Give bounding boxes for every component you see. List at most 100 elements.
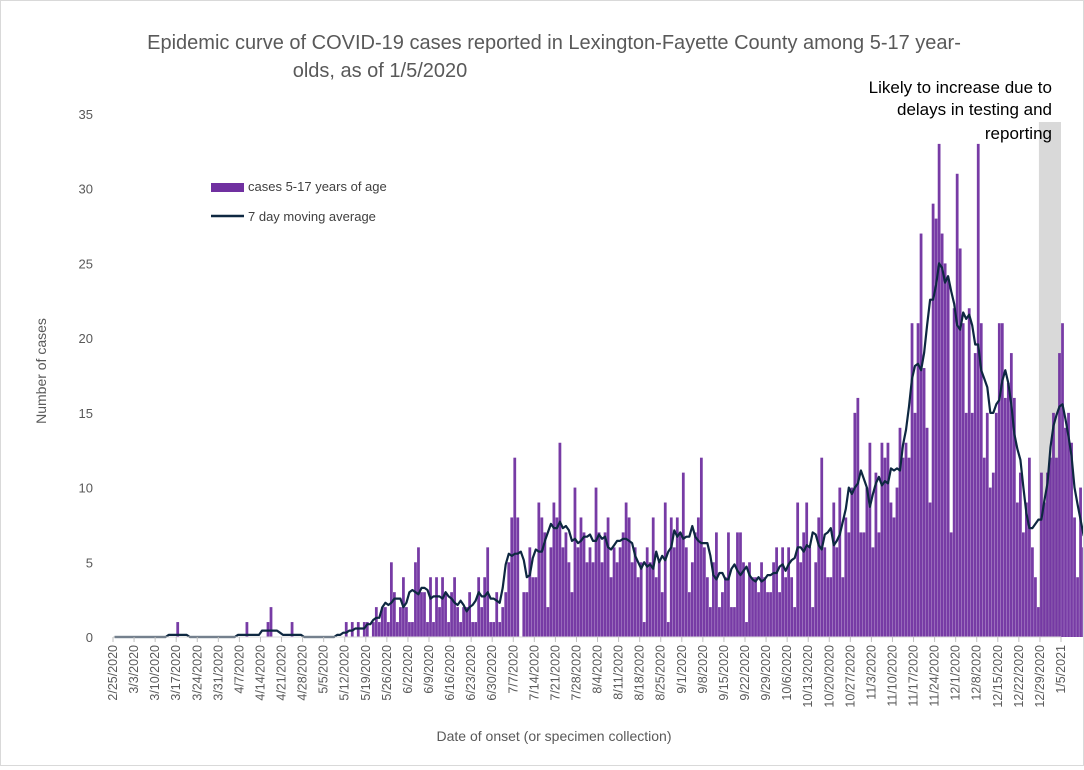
x-tick-label: 7/7/2020 bbox=[506, 645, 520, 694]
case-bar bbox=[991, 472, 995, 637]
case-bar bbox=[471, 622, 475, 637]
x-tick-label: 2/25/2020 bbox=[106, 645, 120, 701]
case-bar bbox=[609, 577, 613, 637]
case-bar bbox=[435, 577, 438, 637]
x-tick-label: 4/21/2020 bbox=[275, 645, 289, 701]
case-bar bbox=[492, 622, 496, 637]
x-tick-label: 8/18/2020 bbox=[633, 645, 647, 701]
case-bar bbox=[537, 502, 541, 637]
case-bar bbox=[555, 517, 559, 637]
x-tick-label: 6/9/2020 bbox=[422, 645, 436, 694]
case-bar bbox=[606, 517, 610, 637]
y-tick-label: 10 bbox=[79, 481, 93, 496]
case-bar bbox=[796, 502, 800, 637]
case-bar bbox=[1009, 353, 1013, 637]
case-bar bbox=[567, 562, 571, 637]
case-bar bbox=[468, 592, 472, 637]
moving-average-line bbox=[114, 262, 1084, 639]
case-bar bbox=[760, 562, 763, 637]
y-axis-label: Number of cases bbox=[33, 318, 49, 424]
x-tick-label: 11/3/2020 bbox=[864, 645, 878, 700]
case-bar bbox=[1021, 532, 1025, 637]
case-bar bbox=[684, 547, 688, 637]
case-bar bbox=[678, 532, 682, 637]
case-bar bbox=[802, 532, 806, 637]
case-bar bbox=[1025, 502, 1028, 637]
case-bar bbox=[507, 562, 511, 637]
case-bar bbox=[835, 547, 839, 637]
case-bar bbox=[411, 622, 414, 637]
case-bar bbox=[1037, 607, 1040, 637]
case-bar bbox=[420, 592, 423, 637]
x-tick-label: 7/14/2020 bbox=[527, 645, 541, 701]
legend-line-label: 7 day moving average bbox=[248, 209, 376, 224]
case-bar bbox=[1003, 397, 1007, 637]
case-bar bbox=[931, 203, 935, 637]
case-bar bbox=[393, 592, 396, 637]
case-bar bbox=[877, 532, 881, 637]
x-tick-label: 11/17/2020 bbox=[907, 645, 921, 707]
case-bar bbox=[844, 517, 848, 637]
case-bar bbox=[718, 607, 721, 637]
x-tick-label: 12/1/2020 bbox=[949, 645, 963, 701]
case-bar bbox=[702, 547, 706, 637]
case-bar bbox=[856, 397, 860, 637]
case-bar bbox=[603, 532, 607, 637]
case-bar bbox=[934, 218, 938, 637]
case-bar bbox=[597, 532, 601, 637]
y-tick-label: 30 bbox=[79, 182, 93, 197]
case-bar bbox=[365, 622, 369, 637]
case-bar bbox=[838, 487, 842, 637]
case-bar bbox=[1040, 472, 1043, 637]
case-bar bbox=[1070, 442, 1073, 637]
case-bar bbox=[724, 577, 727, 637]
case-bar bbox=[937, 143, 941, 637]
case-bar bbox=[916, 323, 920, 637]
case-bar bbox=[850, 487, 854, 637]
case-bar bbox=[666, 622, 670, 637]
x-tick-label: 12/22/2020 bbox=[1012, 645, 1026, 708]
case-bar bbox=[988, 487, 992, 637]
case-bar bbox=[1034, 577, 1037, 637]
case-bar bbox=[898, 427, 902, 637]
case-bar bbox=[654, 577, 658, 637]
case-bar bbox=[663, 502, 667, 637]
x-tick-label: 5/5/2020 bbox=[317, 645, 331, 694]
case-bar bbox=[480, 607, 484, 637]
case-bar bbox=[949, 532, 953, 637]
case-bar bbox=[967, 308, 971, 637]
case-bar bbox=[847, 532, 851, 637]
case-bar bbox=[423, 592, 426, 637]
case-bar bbox=[645, 547, 649, 637]
x-tick-label: 6/30/2020 bbox=[485, 645, 499, 701]
x-tick-label: 9/15/2020 bbox=[717, 645, 731, 701]
case-bar bbox=[748, 562, 751, 637]
y-tick-label: 35 bbox=[79, 107, 93, 122]
case-bar bbox=[582, 532, 586, 637]
case-bar bbox=[907, 457, 911, 637]
y-tick-label: 5 bbox=[86, 555, 93, 570]
case-bar bbox=[805, 502, 809, 637]
case-bar bbox=[450, 592, 453, 637]
legend-bar-label: cases 5-17 years of age bbox=[248, 179, 387, 194]
case-bar bbox=[721, 592, 724, 637]
case-bar bbox=[985, 412, 989, 637]
case-bar bbox=[901, 457, 905, 637]
case-bar bbox=[910, 323, 914, 637]
case-bar bbox=[660, 592, 664, 637]
annotation-line-1: Likely to increase due to bbox=[869, 78, 1052, 97]
case-bar bbox=[498, 622, 502, 637]
case-bar bbox=[564, 532, 568, 637]
case-bar bbox=[1018, 472, 1022, 637]
case-bar bbox=[1073, 517, 1076, 637]
case-bar bbox=[781, 547, 785, 637]
case-bar bbox=[383, 607, 387, 637]
x-tick-label: 9/1/2020 bbox=[675, 645, 689, 694]
case-bar bbox=[371, 622, 375, 637]
case-bar bbox=[579, 517, 583, 637]
case-bar bbox=[429, 577, 432, 637]
x-tick-label: 7/21/2020 bbox=[548, 645, 562, 701]
x-tick-label: 3/10/2020 bbox=[148, 645, 162, 701]
